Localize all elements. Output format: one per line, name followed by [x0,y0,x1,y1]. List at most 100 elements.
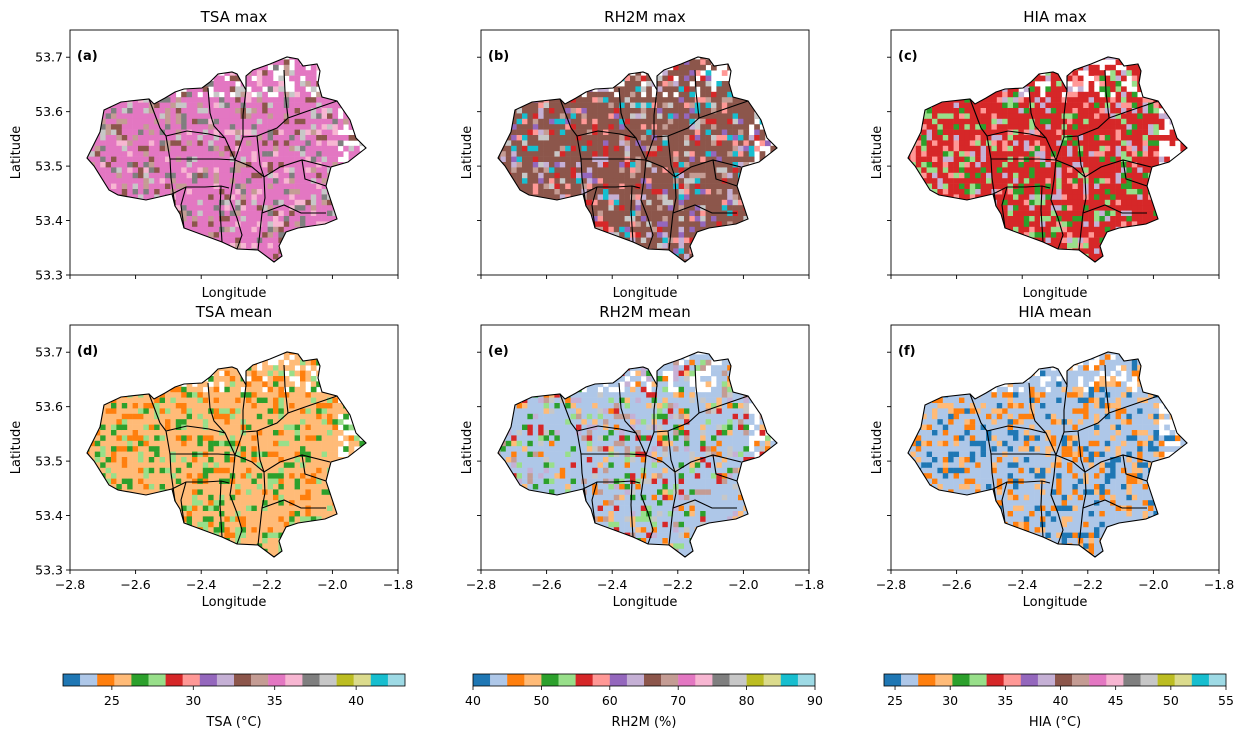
raster-cell [1007,140,1014,147]
raster-cell [576,259,582,262]
raster-cell [910,108,917,114]
raster-cell [321,108,328,114]
raster-cell [937,210,944,217]
raster-cell [787,76,793,82]
raster-cell [959,81,965,87]
raster-cell [127,113,133,120]
raster-cell [651,135,658,141]
raster-cell [770,248,777,255]
raster-cell [586,75,593,82]
raster-cell [321,199,328,206]
raster-cell [235,151,241,157]
raster-cell [754,178,760,184]
raster-cell [937,57,944,60]
raster-cell [748,199,755,206]
raster-cell [251,59,258,66]
raster-cell [619,124,625,130]
raster-cell [787,259,793,265]
raster-cell [942,221,949,228]
raster-cell [689,145,696,152]
raster-cell [1002,243,1008,249]
raster-cell [278,102,285,109]
raster-cell [186,57,193,60]
raster-cell [996,259,1003,262]
raster-cell [359,113,366,120]
raster-cell [576,102,582,109]
raster-cell [511,199,517,206]
raster-cell [619,64,625,71]
raster-cell [229,216,236,222]
raster-cell [684,118,690,125]
raster-cell [532,118,539,125]
raster-cell [748,237,755,244]
raster-cell [581,232,588,238]
raster-cell [89,183,96,190]
raster-cell [975,226,981,233]
raster-cell [543,151,550,157]
raster-cell [759,178,766,184]
raster-cell [705,167,712,174]
raster-cell [186,113,193,120]
raster-cell [986,265,992,271]
raster-cell [570,248,577,255]
raster-cell [138,221,144,228]
raster-cell [678,151,685,157]
district-border [668,176,677,251]
raster-cell [376,259,382,265]
raster-cell [321,162,328,168]
raster-cell [197,178,204,184]
raster-cell [370,86,376,92]
raster-cell [986,113,992,120]
raster-cell [370,108,376,114]
raster-cell [705,189,712,195]
raster-cell [915,253,922,260]
raster-cell [235,145,241,152]
raster-cell [662,124,669,130]
raster-cell [532,221,539,228]
raster-cell [915,248,922,255]
raster-cell [332,172,339,179]
raster-cell [273,135,279,141]
district-border [234,159,331,178]
raster-cell [262,108,268,114]
raster-cell [619,86,625,93]
raster-cell [576,156,582,163]
raster-cell [289,259,295,262]
raster-cell [554,167,561,174]
raster-cell [908,216,911,222]
raster-cell [192,194,198,201]
raster-cell [246,259,252,262]
raster-cell [100,151,106,157]
raster-cell [310,199,317,206]
raster-cell [959,178,965,184]
raster-cell [915,232,922,238]
raster-cell [959,64,965,71]
raster-cell [181,91,187,98]
raster-cell [711,189,717,195]
raster-cell [208,205,214,211]
raster-cell [300,70,306,76]
raster-cell [716,216,723,222]
raster-cell [991,210,998,217]
y-tick-label: 53.4 [35,213,63,228]
raster-cell [948,162,954,168]
raster-cell [543,124,550,130]
raster-cell [495,265,501,271]
raster-cell [910,135,917,141]
raster-cell [953,75,960,82]
raster-cell [348,172,355,179]
raster-cell [959,237,965,244]
raster-cell [94,102,101,109]
raster-cell [640,86,647,93]
raster-cell [651,221,658,228]
raster-cell [554,59,561,66]
raster-cell [278,194,285,201]
raster-cell [948,145,954,152]
raster-cell [651,243,658,249]
raster-cell [624,248,631,255]
raster-cell [289,216,295,222]
raster-cell [700,183,706,190]
raster-cell [996,199,1003,206]
raster-cell [532,162,539,168]
raster-cell [138,86,144,93]
